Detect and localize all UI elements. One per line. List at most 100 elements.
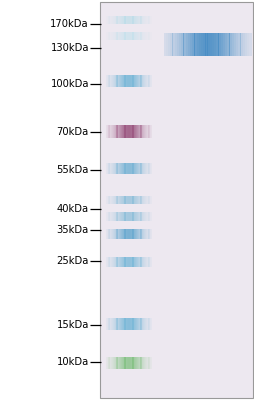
Bar: [123, 125, 124, 138]
Bar: [135, 75, 136, 87]
Bar: [113, 257, 114, 267]
Bar: [141, 229, 143, 239]
Bar: [126, 16, 128, 24]
Bar: [135, 229, 136, 239]
Bar: [107, 229, 108, 239]
Bar: [117, 212, 119, 221]
Bar: [121, 357, 122, 369]
Bar: [145, 75, 146, 87]
Bar: [140, 125, 142, 138]
Bar: [135, 125, 136, 138]
Bar: [117, 125, 119, 138]
Bar: [123, 257, 124, 267]
Bar: [137, 163, 138, 174]
Bar: [132, 229, 134, 239]
Bar: [122, 257, 123, 267]
Bar: [136, 257, 137, 267]
Bar: [148, 196, 150, 204]
Bar: [142, 16, 144, 24]
Bar: [146, 318, 147, 330]
Bar: [113, 32, 114, 40]
Bar: [130, 125, 131, 138]
Bar: [149, 229, 151, 239]
Bar: [140, 212, 142, 221]
Bar: [116, 196, 118, 204]
Bar: [144, 75, 145, 87]
Bar: [125, 125, 127, 138]
Bar: [120, 357, 121, 369]
Bar: [142, 196, 144, 204]
Bar: [114, 357, 115, 369]
Bar: [148, 163, 150, 174]
Bar: [214, 33, 216, 56]
Bar: [128, 163, 129, 174]
Bar: [121, 257, 122, 267]
Bar: [119, 32, 120, 40]
Bar: [131, 16, 133, 24]
Bar: [112, 318, 113, 330]
Bar: [120, 196, 121, 204]
Bar: [232, 33, 234, 56]
Bar: [139, 75, 140, 87]
Bar: [148, 32, 150, 40]
Bar: [151, 125, 152, 138]
Bar: [147, 16, 149, 24]
Bar: [108, 318, 110, 330]
Bar: [137, 125, 138, 138]
Bar: [124, 163, 126, 174]
Bar: [126, 125, 128, 138]
Bar: [126, 318, 128, 330]
Bar: [138, 75, 139, 87]
Bar: [145, 357, 146, 369]
Bar: [122, 163, 123, 174]
Bar: [141, 212, 143, 221]
Bar: [238, 33, 241, 56]
Bar: [138, 357, 139, 369]
Bar: [114, 318, 115, 330]
Bar: [108, 163, 110, 174]
Bar: [218, 33, 221, 56]
Bar: [137, 229, 138, 239]
Bar: [115, 75, 117, 87]
Bar: [179, 33, 181, 56]
Bar: [177, 33, 179, 56]
Bar: [144, 16, 145, 24]
Bar: [110, 125, 112, 138]
Bar: [113, 16, 114, 24]
Bar: [129, 229, 130, 239]
Bar: [113, 125, 114, 138]
Bar: [112, 16, 113, 24]
Bar: [106, 229, 107, 239]
Bar: [144, 32, 145, 40]
Bar: [128, 257, 129, 267]
Bar: [107, 125, 108, 138]
Bar: [148, 75, 150, 87]
Bar: [130, 75, 131, 87]
Bar: [126, 163, 128, 174]
Bar: [194, 33, 197, 56]
Bar: [201, 33, 203, 56]
Bar: [147, 318, 149, 330]
Bar: [141, 196, 143, 204]
Bar: [145, 32, 146, 40]
Bar: [121, 16, 122, 24]
Bar: [115, 212, 117, 221]
Bar: [146, 257, 147, 267]
Bar: [164, 33, 166, 56]
Bar: [117, 229, 119, 239]
Bar: [126, 196, 128, 204]
Bar: [140, 318, 142, 330]
Bar: [117, 318, 119, 330]
Bar: [147, 357, 149, 369]
Bar: [139, 125, 140, 138]
Bar: [135, 163, 136, 174]
Bar: [136, 318, 137, 330]
Bar: [151, 32, 152, 40]
Bar: [112, 357, 113, 369]
Bar: [129, 318, 130, 330]
Bar: [126, 357, 128, 369]
Bar: [131, 32, 133, 40]
Bar: [108, 357, 110, 369]
Bar: [110, 16, 112, 24]
Bar: [124, 357, 126, 369]
